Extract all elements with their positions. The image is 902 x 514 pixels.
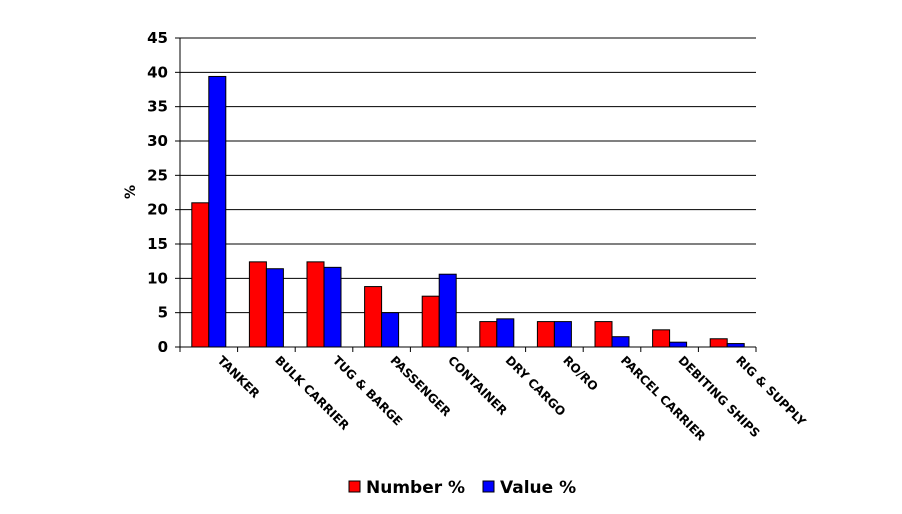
bar-number-1 bbox=[248, 261, 267, 348]
y-tick-labels: 0 5 10 15 20 25 30 35 40 45 bbox=[147, 29, 168, 356]
y-tick-label: 35 bbox=[147, 98, 168, 116]
bar-value-8 bbox=[669, 341, 688, 348]
category-label: CONTAINER bbox=[445, 353, 510, 418]
y-axis-title: % bbox=[123, 185, 139, 199]
bar-number-9 bbox=[709, 338, 728, 348]
legend-label-0: Number % bbox=[366, 478, 465, 498]
y-tick-label: 40 bbox=[147, 63, 168, 81]
bar-value-3 bbox=[381, 312, 400, 348]
category-label: PASSENGER bbox=[387, 353, 453, 419]
legend: Number % Value % bbox=[348, 478, 576, 498]
y-tick-label: 10 bbox=[147, 269, 168, 287]
category-label: TANKER bbox=[215, 353, 263, 401]
y-tick-label: 0 bbox=[158, 338, 168, 356]
bar-number-2 bbox=[306, 261, 325, 348]
gridlines bbox=[175, 37, 756, 348]
category-label: DRY CARGO bbox=[503, 353, 569, 419]
category-label: RO/RO bbox=[560, 353, 600, 393]
legend-label-1: Value % bbox=[500, 478, 576, 498]
axes bbox=[179, 38, 757, 352]
bar-number-4 bbox=[421, 295, 440, 348]
bar-value-4 bbox=[438, 273, 457, 348]
bar-number-3 bbox=[364, 286, 383, 348]
bar-value-2 bbox=[323, 266, 342, 348]
y-tick-label: 30 bbox=[147, 132, 168, 150]
legend-swatch-1 bbox=[482, 480, 495, 493]
bar-value-5 bbox=[496, 318, 515, 348]
bar-number-6 bbox=[536, 321, 555, 348]
bar-number-0 bbox=[191, 202, 210, 348]
bar-value-7 bbox=[611, 336, 630, 348]
bar-number-7 bbox=[594, 321, 613, 348]
bar-value-6 bbox=[553, 321, 572, 348]
bar-value-0 bbox=[208, 75, 227, 348]
y-tick-label: 25 bbox=[147, 166, 168, 184]
bar-value-9 bbox=[726, 343, 745, 348]
bar-number-5 bbox=[479, 321, 498, 348]
y-tick-label: 15 bbox=[147, 235, 168, 253]
y-tick-label: 45 bbox=[147, 29, 168, 47]
bar-number-8 bbox=[652, 329, 671, 348]
y-tick-label: 20 bbox=[147, 201, 168, 219]
y-tick-label: 5 bbox=[158, 304, 168, 322]
bar-value-1 bbox=[265, 268, 284, 348]
legend-swatch-0 bbox=[348, 480, 361, 493]
bars bbox=[191, 75, 745, 348]
